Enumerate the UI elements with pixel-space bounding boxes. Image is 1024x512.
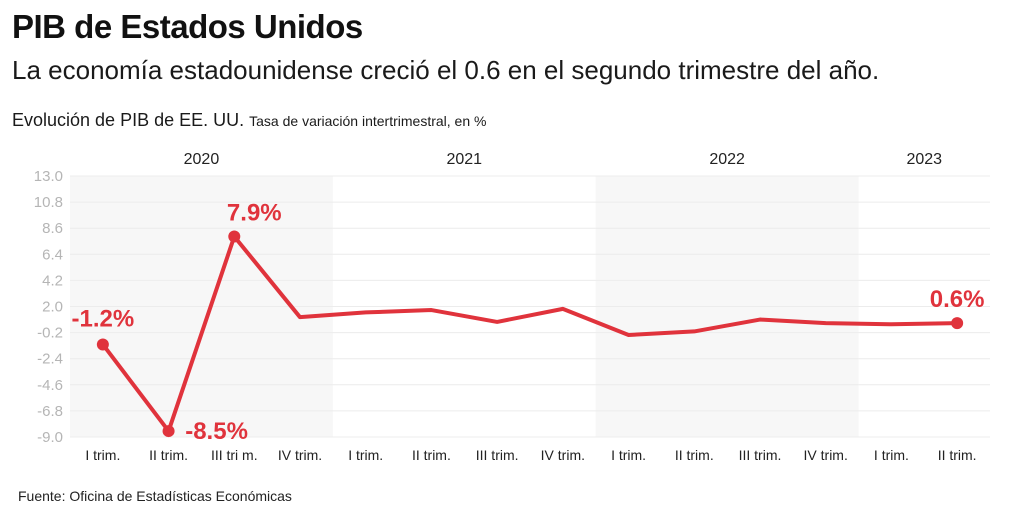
chart-title: PIB de Estados Unidos bbox=[12, 8, 363, 45]
y-tick-label: 6.4 bbox=[42, 246, 63, 263]
data-label: 0.6% bbox=[930, 286, 985, 313]
chart-caption: Evolución de PIB de EE. UU. Tasa de vari… bbox=[12, 110, 486, 131]
y-tick-label: 8.6 bbox=[42, 220, 63, 237]
x-tick-label: III trim. bbox=[739, 447, 782, 463]
y-tick-label: -2.4 bbox=[37, 351, 63, 368]
y-tick-label: -0.2 bbox=[37, 325, 63, 342]
y-tick-label: 13.0 bbox=[34, 168, 63, 185]
series-line bbox=[101, 234, 958, 434]
data-label: -8.5% bbox=[185, 418, 248, 445]
x-tick-label: IV trim. bbox=[541, 447, 585, 463]
y-tick-label: -4.6 bbox=[37, 377, 63, 394]
chart-subtitle: La economía estadounidense creció el 0.6… bbox=[12, 55, 880, 85]
y-tick-label: 10.8 bbox=[34, 194, 63, 211]
y-tick-label: 2.0 bbox=[42, 299, 63, 316]
year-label: 2021 bbox=[446, 151, 482, 168]
x-tick-label: I trim. bbox=[874, 447, 909, 463]
data-label: -1.2% bbox=[72, 305, 135, 332]
data-point bbox=[96, 338, 109, 351]
year-label: 2023 bbox=[906, 151, 942, 168]
caption-units: Tasa de variación intertrimestral, en % bbox=[249, 113, 487, 129]
x-tick-label: II trim. bbox=[938, 447, 977, 463]
x-tick-label: I trim. bbox=[85, 447, 120, 463]
y-tick-label: -9.0 bbox=[37, 429, 63, 446]
year-label: 2022 bbox=[709, 151, 745, 168]
x-tick-label: IV trim. bbox=[278, 447, 322, 463]
x-tick-label: I trim. bbox=[348, 447, 383, 463]
x-tick-label: IV trim. bbox=[804, 447, 848, 463]
y-tick-label: -6.8 bbox=[37, 403, 63, 420]
caption-main: Evolución de PIB de EE. UU. bbox=[12, 110, 245, 130]
data-point bbox=[228, 230, 241, 243]
y-tick-label: 4.2 bbox=[42, 272, 63, 289]
x-tick-label: II trim. bbox=[675, 447, 714, 463]
x-tick-label: II trim. bbox=[149, 447, 188, 463]
x-tick-label: III tri m. bbox=[211, 447, 258, 463]
x-tick-label: I trim. bbox=[611, 447, 646, 463]
source-note: Fuente: Oficina de Estadísticas Económic… bbox=[18, 488, 292, 504]
data-label: 7.9% bbox=[227, 200, 282, 227]
x-tick-label: II trim. bbox=[412, 447, 451, 463]
data-point bbox=[162, 425, 175, 438]
x-tick-label: III trim. bbox=[476, 447, 519, 463]
year-label: 2020 bbox=[184, 151, 220, 168]
data-point bbox=[951, 317, 964, 330]
